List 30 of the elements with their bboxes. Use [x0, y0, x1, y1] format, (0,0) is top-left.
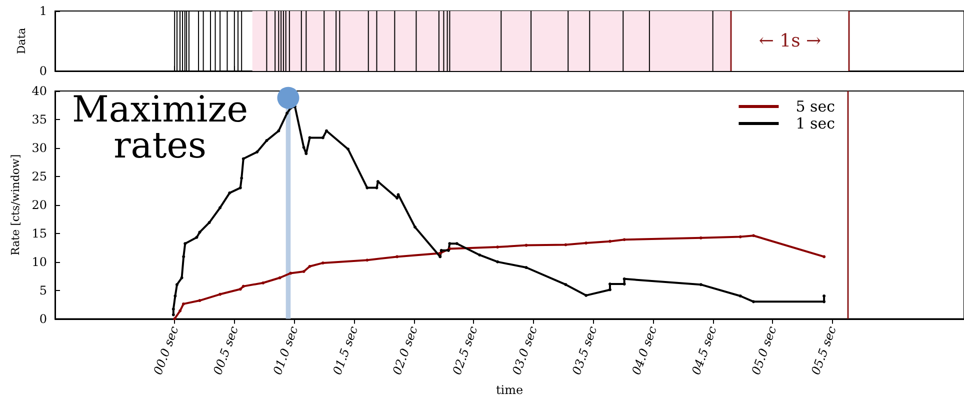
y-axis-title: Rate [cts/window]	[8, 154, 22, 256]
y-tick-label: 40	[32, 84, 47, 98]
x-axis-title: time	[496, 383, 524, 397]
x-tick-label: 02.0 sec	[390, 324, 420, 377]
y-tick-label: 10	[32, 254, 47, 269]
legend-label: 5 sec	[796, 98, 836, 116]
annotation: Maximize rates	[72, 90, 248, 166]
y-tick-label: 5	[39, 283, 47, 298]
x-tick-label: 05.5 sec	[808, 324, 840, 377]
x-tick-label: 03.5 sec	[569, 324, 600, 377]
y-tick-label: 0	[39, 64, 47, 78]
y-tick-label: 20	[32, 198, 47, 212]
y-tick-label: 15	[32, 226, 47, 240]
y-tick-label: 0	[39, 312, 47, 326]
y-axis-title: Data	[15, 27, 28, 54]
x-tick-label: 04.0 sec	[629, 324, 660, 377]
y-tick-label: 25	[32, 169, 47, 184]
x-tick-label: 04.5 sec	[688, 324, 720, 377]
band-label: ← 1s →	[758, 30, 822, 52]
x-tick-label: 00.5 sec	[210, 324, 242, 377]
x-tick-label: 05.0 sec	[748, 324, 780, 377]
y-tick-label: 35	[32, 112, 47, 126]
x-tick-label: 01.0 sec	[270, 324, 301, 377]
y-tick-label: 30	[32, 140, 47, 155]
y-tick-label: 1	[39, 4, 47, 18]
x-tick-label: 03.0 sec	[510, 324, 540, 377]
x-tick-label: 00.0 sec	[150, 324, 182, 377]
legend-label: 1 sec	[796, 114, 836, 132]
x-tick-label: 02.5 sec	[450, 324, 480, 377]
x-tick-label: 01.5 sec	[330, 324, 361, 377]
